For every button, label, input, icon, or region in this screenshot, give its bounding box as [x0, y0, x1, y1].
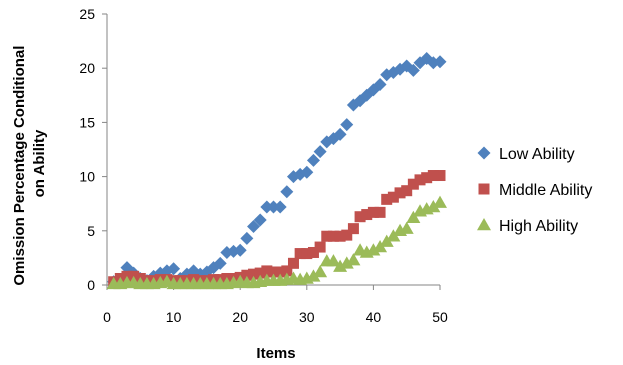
data-point: [321, 230, 333, 242]
data-point: [294, 248, 306, 260]
data-point: [341, 229, 353, 241]
y-tick-label: 0: [87, 277, 95, 293]
x-tick-label: 10: [166, 309, 182, 325]
plot-area: [106, 51, 447, 290]
data-point: [367, 206, 379, 218]
series-low-ability: [107, 51, 447, 289]
legend-label: Middle Ability: [499, 182, 592, 199]
data-point: [379, 234, 394, 247]
data-point: [333, 259, 348, 272]
data-point: [426, 199, 441, 213]
data-point: [326, 254, 341, 267]
data-point: [366, 243, 381, 256]
data-point: [306, 269, 321, 282]
data-point: [213, 256, 227, 270]
x-tick-label: 0: [103, 309, 111, 325]
data-point: [253, 213, 267, 227]
data-point: [233, 243, 247, 257]
legend: Low Ability Middle Ability High Ability: [477, 146, 592, 235]
data-point: [434, 170, 446, 182]
data-point: [313, 145, 327, 159]
data-point: [300, 165, 314, 179]
data-point: [274, 266, 286, 278]
data-point: [248, 268, 260, 280]
data-point: [254, 267, 266, 279]
y-tick-label: 25: [79, 6, 95, 22]
data-point: [287, 257, 299, 269]
data-point: [267, 200, 280, 214]
data-point: [354, 211, 366, 223]
series-high-ability: [106, 195, 447, 290]
data-point: [374, 206, 386, 218]
y-tick-label: 15: [79, 114, 95, 130]
data-point: [327, 230, 339, 242]
legend-marker-diamond: [477, 146, 491, 160]
data-point: [307, 246, 319, 258]
y-axis-label: Omission Percentage Conditional on Abili…: [11, 41, 48, 285]
legend-marker-triangle: [477, 218, 491, 231]
data-point: [260, 200, 274, 214]
y-tick-label: 10: [79, 169, 95, 185]
data-point: [394, 187, 406, 199]
legend-marker-square: [478, 183, 490, 195]
data-point: [373, 77, 387, 91]
legend-label: Low Ability: [499, 146, 575, 163]
data-point: [414, 174, 426, 186]
x-tick-label: 50: [432, 309, 448, 325]
data-point: [240, 231, 254, 245]
data-point: [306, 153, 320, 167]
x-tick-label: 40: [366, 309, 382, 325]
data-point: [399, 221, 414, 234]
y-tick-label: 20: [79, 60, 95, 76]
data-point: [387, 191, 399, 203]
data-point: [273, 200, 287, 214]
y-axis-label-line-1: Omission Percentage Conditional: [11, 46, 28, 286]
y-tick-label: 5: [87, 223, 95, 239]
y-axis-label-line-2: on Ability: [31, 129, 48, 197]
data-point: [339, 256, 354, 269]
data-point: [381, 193, 393, 205]
x-axis-label: Items: [256, 345, 295, 362]
data-point: [261, 265, 273, 277]
data-point: [340, 118, 354, 132]
data-point: [301, 248, 313, 260]
data-point: [386, 229, 401, 242]
data-point: [347, 223, 359, 235]
data-point: [433, 55, 447, 69]
legend-label: High Ability: [499, 218, 578, 235]
data-point: [361, 209, 373, 221]
data-point: [313, 264, 328, 278]
data-point: [280, 185, 294, 199]
data-point: [401, 185, 413, 197]
x-axis-ticks: 0 10 20 30 40 50: [103, 285, 448, 325]
data-point: [241, 269, 253, 281]
data-point: [334, 230, 346, 242]
data-point: [281, 265, 293, 277]
x-tick-label: 30: [299, 309, 315, 325]
data-point: [314, 241, 326, 253]
data-point: [333, 127, 347, 141]
data-point: [421, 172, 433, 184]
data-point: [427, 170, 439, 182]
y-axis-ticks: 0 5 10 15 20 25: [79, 6, 107, 293]
data-point: [268, 266, 279, 278]
data-point: [247, 219, 261, 233]
data-point: [433, 195, 447, 208]
data-point: [393, 62, 407, 76]
x-tick-label: 20: [232, 309, 248, 325]
data-point: [406, 63, 420, 77]
data-point: [346, 253, 361, 266]
data-point: [167, 262, 181, 276]
data-point: [373, 240, 388, 253]
data-point: [406, 210, 421, 224]
data-point: [407, 178, 419, 190]
